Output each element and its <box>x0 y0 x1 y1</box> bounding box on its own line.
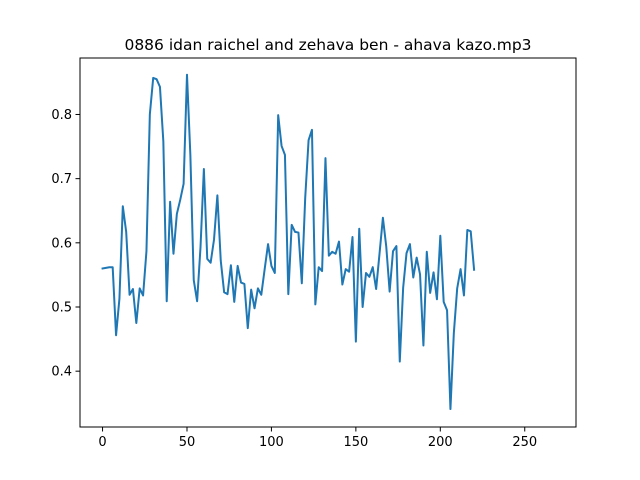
x-tick-label: 100 <box>259 435 284 450</box>
chart-title: 0886 idan raichel and zehava ben - ahava… <box>124 36 531 54</box>
x-tick-label: 0 <box>98 435 106 450</box>
y-tick-label: 0.8 <box>51 108 72 123</box>
x-tick-label: 250 <box>512 435 537 450</box>
x-tick-label: 150 <box>343 435 368 450</box>
plot-area: 0 50 100 150 200 250 0.4 0.5 0.6 0.7 0.8 <box>51 57 577 450</box>
y-tick-label: 0.6 <box>51 236 72 251</box>
x-tick-label: 200 <box>428 435 453 450</box>
x-tick-label: 50 <box>179 435 196 450</box>
y-tick-label: 0.5 <box>51 300 72 315</box>
y-tick-label: 0.4 <box>51 365 72 380</box>
series-line-0 <box>101 73 476 411</box>
y-tick-label: 0.7 <box>51 172 72 187</box>
